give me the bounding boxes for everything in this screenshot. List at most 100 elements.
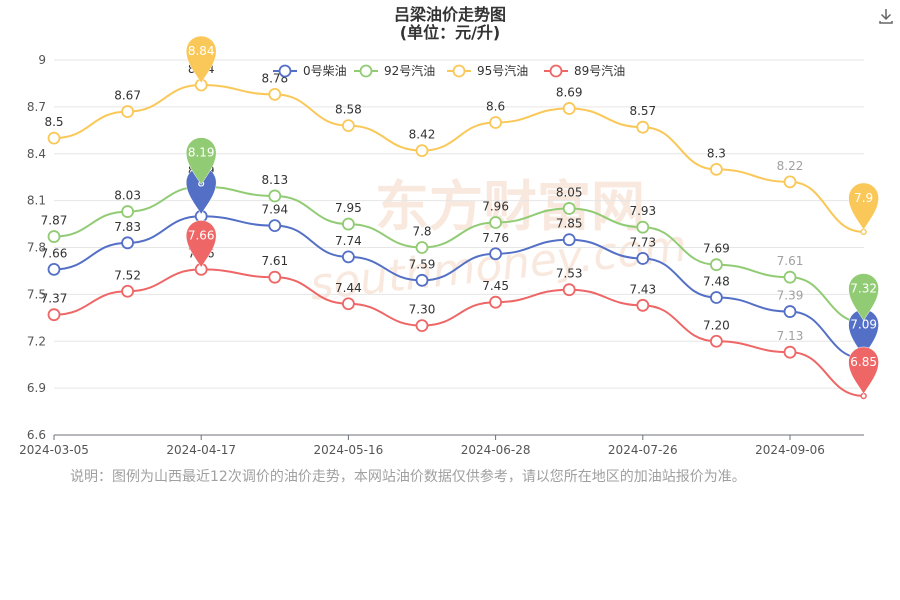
x-tick-label: 2024-06-28 [461, 443, 531, 457]
y-tick-label: 8.1 [27, 194, 46, 208]
data-point[interactable] [268, 270, 282, 284]
marker-pin-shape [848, 346, 879, 395]
y-tick-label: 6.6 [27, 428, 46, 442]
marker-pin: 8.19 [185, 137, 217, 186]
data-label: 8.3 [707, 146, 726, 160]
data-point[interactable] [710, 162, 723, 176]
data-point[interactable] [47, 262, 61, 276]
data-point[interactable] [341, 217, 355, 231]
watermark-cn: 东方财富网 [375, 175, 645, 238]
data-point[interactable] [710, 334, 723, 348]
data-label: 7.43 [629, 282, 656, 296]
data-point[interactable] [341, 250, 355, 264]
marker-pin-shape [185, 35, 217, 84]
data-point[interactable] [783, 345, 797, 359]
legend-item-2[interactable]: 95号汽油 [447, 63, 528, 78]
x-tick-label: 2024-05-16 [314, 443, 384, 457]
data-point[interactable] [562, 233, 576, 247]
x-tick-label: 2024-04-17 [166, 443, 236, 457]
marker-pin: 7.66 [185, 220, 217, 268]
data-point[interactable] [415, 319, 429, 333]
legend-label: 0号柴油 [303, 64, 347, 78]
data-label: 7.30 [409, 303, 436, 317]
data-point[interactable] [783, 305, 797, 318]
data-label: 7.69 [703, 242, 730, 256]
data-point[interactable] [47, 230, 61, 243]
data-point[interactable] [562, 283, 576, 297]
data-label: 7.61 [777, 254, 804, 268]
series-line-2 [53, 83, 864, 233]
marker-pin-label: 7.66 [188, 228, 215, 242]
data-label: 8.05 [556, 185, 583, 199]
data-point[interactable] [47, 308, 61, 322]
data-point[interactable] [783, 175, 797, 189]
data-point[interactable] [121, 205, 134, 218]
data-point[interactable] [268, 219, 282, 233]
data-label: 7.73 [629, 235, 656, 249]
marker-pin-label: 7.9 [854, 191, 873, 205]
y-tick-label: 7.2 [27, 334, 46, 348]
download-icon [879, 9, 893, 24]
data-label: 8.03 [114, 189, 141, 203]
data-point[interactable] [710, 258, 723, 272]
data-label: 7.45 [482, 279, 509, 293]
data-point[interactable] [341, 297, 355, 311]
data-point[interactable] [47, 131, 61, 145]
legend-marker [549, 64, 563, 78]
data-point[interactable] [636, 220, 650, 234]
data-label: 8.58 [335, 103, 362, 117]
data-point[interactable] [121, 284, 134, 298]
legend[interactable]: 0号柴油 92号汽油 95号汽油 89号汽油 [273, 63, 625, 78]
legend-item-1[interactable]: 92号汽油 [354, 63, 435, 78]
data-point[interactable] [121, 236, 134, 250]
data-point[interactable] [489, 116, 503, 129]
data-label: 8.22 [777, 159, 804, 173]
legend-item-0[interactable]: 0号柴油 [273, 64, 347, 78]
marker-pin: 7.9 [848, 182, 879, 231]
legend-marker [278, 64, 292, 78]
legend-marker [452, 64, 466, 78]
series-lines [53, 83, 864, 397]
data-point[interactable] [415, 144, 429, 158]
data-label: 8.13 [261, 173, 288, 187]
data-point[interactable] [415, 241, 429, 254]
series-line-0 [53, 215, 864, 360]
data-labels: 7.667.8387.947.747.597.767.857.737.487.3… [41, 62, 804, 343]
marker-pin-shape [848, 273, 879, 321]
chart-note: 说明：图例为山西最近12次调价的油价走势，本网站油价数据仅供参考，请以您所在地区… [70, 469, 746, 485]
data-point[interactable] [268, 189, 282, 203]
data-point[interactable] [562, 102, 576, 115]
data-label: 7.96 [482, 200, 509, 214]
data-point[interactable] [489, 247, 503, 261]
y-tick-label: 8.7 [27, 100, 46, 114]
download-button[interactable] [876, 6, 896, 26]
data-point[interactable] [489, 216, 503, 229]
data-point[interactable] [636, 298, 650, 312]
data-point[interactable] [489, 295, 503, 309]
data-label: 7.76 [482, 231, 509, 245]
data-point[interactable] [562, 202, 576, 215]
data-label: 7.39 [777, 289, 804, 303]
data-label: 7.37 [41, 292, 68, 306]
data-point[interactable] [636, 120, 650, 134]
data-label: 7.13 [777, 329, 804, 343]
data-point[interactable] [341, 119, 355, 133]
axes: 6.6 6.9 7.2 7.5 7.8 8.1 8.4 8.7 9 2024-03-05 2024-… [19, 53, 864, 457]
marker-pin-shape [185, 137, 217, 186]
data-point[interactable] [636, 252, 650, 265]
y-tick-label: 7.5 [27, 287, 46, 301]
data-point[interactable] [783, 270, 797, 284]
data-label: 7.61 [261, 254, 288, 268]
data-point[interactable] [268, 87, 282, 101]
data-points [47, 78, 867, 400]
data-label: 8.57 [629, 104, 656, 118]
legend-marker [359, 64, 373, 78]
legend-item-3[interactable]: 89号汽油 [544, 63, 625, 78]
data-point[interactable] [415, 273, 429, 287]
chart-title: 吕梁油价走势图 [394, 5, 506, 24]
marker-pin: 6.85 [848, 346, 879, 395]
data-label: 7.66 [41, 246, 68, 260]
data-point[interactable] [121, 105, 134, 118]
data-point[interactable] [710, 291, 723, 304]
